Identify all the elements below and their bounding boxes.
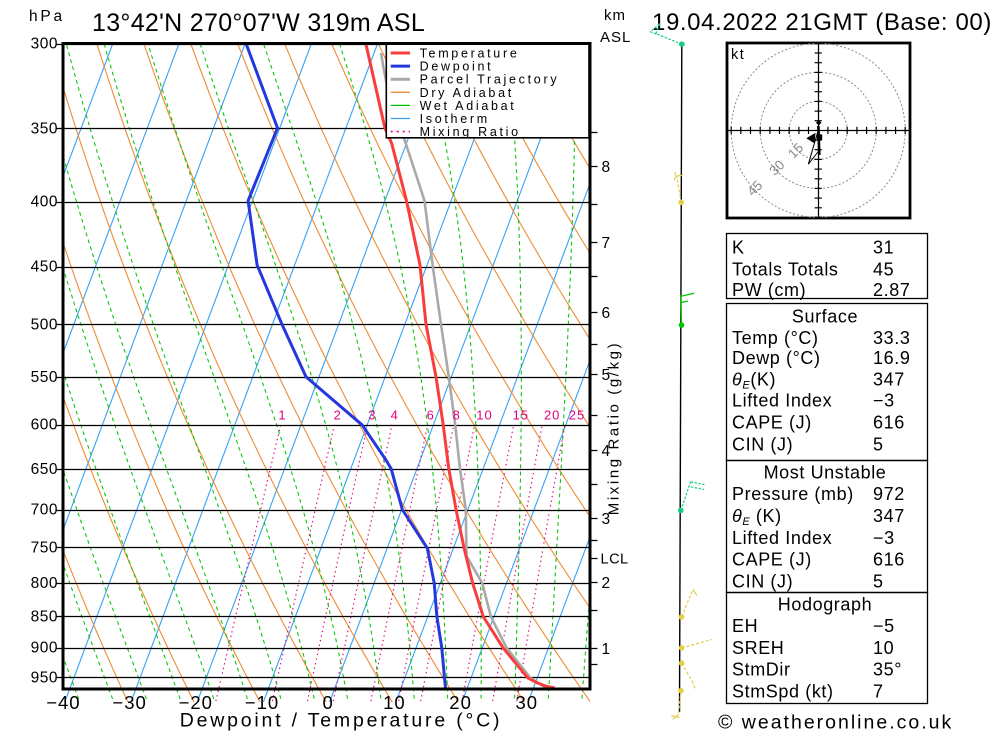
svg-text:15: 15: [513, 408, 529, 423]
svg-text:950: 950: [31, 670, 58, 687]
svg-text:700: 700: [31, 502, 58, 519]
svg-text:400: 400: [31, 194, 58, 211]
svg-text:450: 450: [31, 259, 58, 276]
svg-text:−40: −40: [46, 692, 80, 713]
svg-text:8: 8: [602, 159, 611, 176]
svg-text:33.3: 33.3: [873, 328, 910, 348]
svg-text:−3: −3: [873, 391, 895, 411]
svg-text:Isotherm: Isotherm: [420, 112, 490, 126]
svg-text:Dewp (°C): Dewp (°C): [732, 348, 821, 368]
svg-text:km: km: [604, 7, 626, 24]
svg-text:2: 2: [334, 408, 342, 423]
svg-text:4: 4: [391, 408, 399, 423]
svg-text:7: 7: [602, 235, 611, 252]
svg-text:1: 1: [278, 408, 286, 423]
svg-text:900: 900: [31, 640, 58, 657]
svg-text:347: 347: [873, 506, 905, 526]
svg-text:Temp (°C): Temp (°C): [732, 328, 819, 348]
svg-text:θE(K): θE(K): [732, 369, 776, 391]
svg-text:3: 3: [602, 511, 611, 528]
svg-text:1: 1: [602, 641, 611, 658]
svg-text:CIN (J): CIN (J): [732, 572, 793, 592]
svg-text:7: 7: [873, 682, 884, 702]
svg-text:850: 850: [31, 608, 58, 625]
svg-text:0: 0: [323, 692, 334, 713]
svg-text:K: K: [732, 238, 745, 258]
svg-text:35°: 35°: [873, 660, 902, 680]
svg-text:25: 25: [569, 408, 585, 423]
svg-text:45: 45: [744, 178, 765, 199]
svg-text:Mixing Ratio: Mixing Ratio: [420, 125, 521, 139]
svg-text:550: 550: [31, 369, 58, 386]
svg-text:30: 30: [766, 157, 787, 178]
svg-text:Lifted Index: Lifted Index: [732, 528, 832, 548]
svg-text:20: 20: [544, 408, 560, 423]
svg-text:350: 350: [31, 120, 58, 137]
svg-text:PW (cm): PW (cm): [732, 280, 806, 300]
svg-text:13°42'N 270°07'W 319m ASL: 13°42'N 270°07'W 319m ASL: [92, 9, 425, 37]
svg-text:CAPE (J): CAPE (J): [732, 550, 812, 570]
svg-text:hPa: hPa: [29, 8, 65, 25]
svg-text:θE (K): θE (K): [732, 506, 782, 528]
svg-text:3: 3: [368, 408, 376, 423]
svg-text:10: 10: [873, 638, 894, 658]
svg-text:Parcel Trajectory: Parcel Trajectory: [420, 73, 560, 87]
svg-text:616: 616: [873, 550, 905, 570]
svg-text:5: 5: [873, 572, 884, 592]
svg-text:650: 650: [31, 461, 58, 478]
svg-text:6: 6: [427, 408, 435, 423]
svg-text:kt: kt: [731, 47, 745, 63]
svg-text:8: 8: [453, 408, 461, 423]
svg-text:EH: EH: [732, 616, 758, 636]
svg-text:800: 800: [31, 575, 58, 592]
svg-text:2.87: 2.87: [873, 280, 910, 300]
svg-text:StmDir: StmDir: [732, 660, 791, 680]
svg-text:600: 600: [31, 417, 58, 434]
svg-text:SREH: SREH: [732, 638, 784, 658]
svg-text:16.9: 16.9: [873, 348, 910, 368]
svg-text:5: 5: [602, 367, 611, 384]
svg-text:300: 300: [31, 36, 58, 53]
svg-text:750: 750: [31, 540, 58, 557]
svg-text:−20: −20: [179, 692, 213, 713]
svg-text:6: 6: [602, 305, 611, 322]
svg-text:StmSpd (kt): StmSpd (kt): [732, 682, 834, 702]
svg-text:Totals Totals: Totals Totals: [732, 259, 839, 279]
svg-text:Mixing Ratio (g/kg): Mixing Ratio (g/kg): [606, 341, 623, 515]
svg-text:Dry Adiabat: Dry Adiabat: [420, 86, 514, 100]
svg-text:30: 30: [516, 692, 539, 713]
svg-text:2: 2: [602, 575, 611, 592]
svg-text:−30: −30: [112, 692, 146, 713]
svg-text:20: 20: [449, 692, 472, 713]
svg-text:Surface: Surface: [792, 307, 858, 327]
svg-text:5: 5: [873, 435, 884, 455]
svg-text:Dewpoint: Dewpoint: [420, 60, 494, 74]
svg-text:19.04.2022 21GMT (Base: 00): 19.04.2022 21GMT (Base: 00): [652, 9, 992, 36]
svg-text:−5: −5: [873, 616, 895, 636]
svg-text:45: 45: [873, 259, 894, 279]
svg-text:10: 10: [383, 692, 406, 713]
svg-text:CAPE (J): CAPE (J): [732, 413, 812, 433]
svg-text:Most Unstable: Most Unstable: [764, 462, 887, 482]
svg-text:Dewpoint / Temperature (°C): Dewpoint / Temperature (°C): [180, 710, 503, 732]
svg-text:31: 31: [873, 238, 894, 258]
svg-text:−3: −3: [873, 528, 895, 548]
svg-text:Lifted Index: Lifted Index: [732, 391, 832, 411]
svg-text:500: 500: [31, 317, 58, 334]
svg-text:Temperature: Temperature: [420, 47, 520, 61]
svg-text:10: 10: [476, 408, 492, 423]
svg-text:CIN (J): CIN (J): [732, 435, 793, 455]
svg-text:ASL: ASL: [600, 29, 631, 46]
svg-text:Hodograph: Hodograph: [778, 595, 872, 615]
svg-text:LCL: LCL: [601, 552, 629, 568]
svg-text:4: 4: [602, 443, 611, 460]
svg-text:972: 972: [873, 484, 905, 504]
svg-text:© weatheronline.co.uk: © weatheronline.co.uk: [718, 712, 953, 733]
svg-text:616: 616: [873, 413, 905, 433]
svg-text:Wet Adiabat: Wet Adiabat: [420, 99, 517, 113]
svg-text:347: 347: [873, 369, 905, 389]
svg-text:−10: −10: [245, 692, 279, 713]
svg-text:Pressure (mb): Pressure (mb): [732, 484, 854, 504]
